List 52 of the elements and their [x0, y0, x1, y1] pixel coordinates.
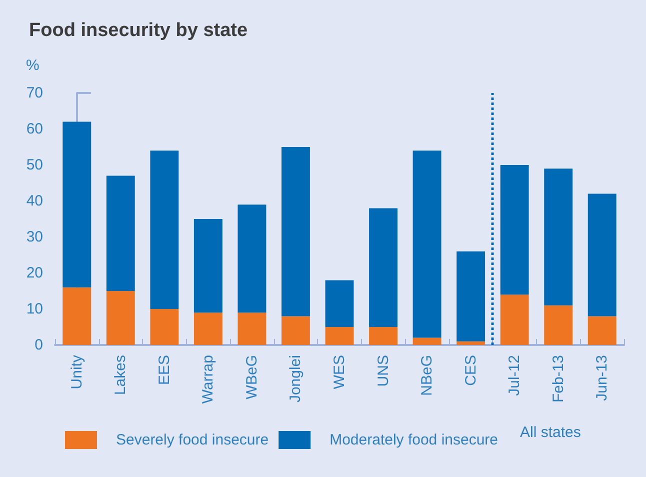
x-tick-label: EES	[156, 355, 173, 386]
bar	[62, 122, 92, 288]
bar	[456, 251, 486, 342]
bar	[106, 291, 135, 345]
bar	[588, 194, 616, 316]
bar	[282, 316, 310, 345]
bar	[194, 312, 222, 345]
bar	[412, 338, 442, 345]
y-tick-label: 60	[26, 120, 43, 138]
x-tick-label: Jun-13	[594, 355, 611, 401]
bar	[369, 208, 398, 327]
bar	[62, 287, 92, 345]
x-tick-label: Unity	[68, 354, 86, 390]
y-tick-label: 30	[26, 228, 43, 246]
x-tick-label: CES	[462, 355, 480, 386]
bar	[150, 309, 179, 345]
y-axis-title: %	[26, 57, 40, 74]
bar	[500, 165, 529, 295]
y-tick-label: 50	[26, 156, 43, 174]
legend-label: Severely food insecure	[116, 432, 269, 448]
x-tick-label: Warrap	[200, 355, 217, 404]
y-tick-label: 70	[26, 84, 43, 102]
x-tick-label: Lakes	[112, 355, 130, 396]
y-tick-label: 10	[26, 300, 43, 318]
x-tick-label: WES	[331, 355, 348, 390]
bar	[325, 280, 354, 327]
bar	[544, 168, 573, 306]
y-tick-label: 20	[26, 264, 43, 282]
bar	[456, 341, 486, 345]
bar	[588, 316, 616, 345]
bar	[500, 294, 529, 345]
bar	[369, 327, 398, 345]
bar	[544, 305, 573, 345]
legend-label: Moderately food insecure	[330, 432, 498, 448]
y-tick-label: 40	[26, 192, 43, 210]
bar	[238, 312, 266, 345]
x-tick-label: WBeG	[243, 355, 260, 400]
bar	[412, 150, 442, 338]
bar	[150, 150, 179, 309]
bar	[194, 219, 222, 313]
x-tick-label: UNS	[374, 355, 392, 387]
x-tick-label: Feb-13	[550, 355, 567, 403]
bar	[282, 147, 310, 316]
chart-title: Food insecurity by state	[29, 20, 248, 41]
bar	[238, 204, 266, 313]
x-tick-label: NBeG	[418, 355, 436, 396]
bar	[325, 327, 354, 345]
x-tick-label: Jul-12	[506, 355, 524, 396]
text: All states	[520, 424, 581, 441]
x-tick-label: Jonglei	[287, 355, 304, 403]
y-tick-label: 0	[34, 336, 43, 354]
bar	[106, 176, 135, 291]
